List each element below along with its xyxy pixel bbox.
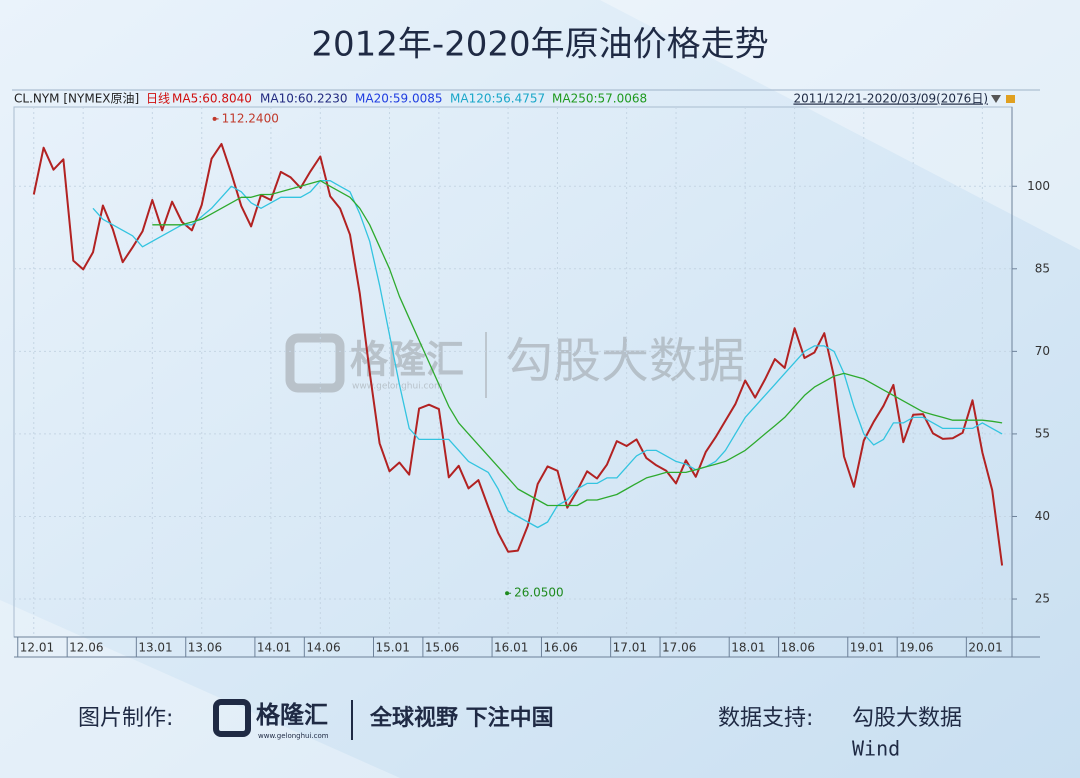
price-line bbox=[92, 180, 1003, 529]
header-ma: MA10:60.2230 bbox=[260, 92, 348, 106]
x-tick-label: 17.06 bbox=[662, 641, 696, 655]
decor bbox=[0, 600, 400, 778]
footer-made-by: 图片制作: bbox=[78, 706, 173, 731]
watermark-logo bbox=[285, 333, 345, 393]
y-tick-label: 70 bbox=[1035, 344, 1050, 358]
price-line bbox=[152, 180, 1003, 507]
x-tick-label: 15.06 bbox=[425, 641, 459, 655]
x-tick-label: 19.01 bbox=[850, 641, 884, 655]
footer-url: www.gelonghui.com bbox=[258, 732, 329, 740]
footer-brand: 格隆汇 bbox=[256, 701, 328, 729]
y-tick-label: 25 bbox=[1035, 592, 1050, 606]
x-tick-label: 13.06 bbox=[188, 641, 222, 655]
footer-slogan: 全球视野 下注中国 bbox=[369, 705, 554, 731]
dropdown-icon[interactable] bbox=[991, 95, 1001, 103]
footer-source-label: 数据支持: bbox=[718, 706, 813, 731]
x-tick-label: 20.01 bbox=[968, 641, 1002, 655]
watermark: 格隆汇 www.gelonghui.com 勾股大数据 bbox=[285, 332, 745, 398]
chart-title: 2012年-2020年原油价格走势 bbox=[311, 25, 768, 65]
x-tick-label: 17.01 bbox=[613, 641, 647, 655]
watermark-name: 勾股大数据 bbox=[505, 333, 745, 389]
x-tick-label: 14.01 bbox=[257, 641, 291, 655]
extreme-label: 26.0500 bbox=[514, 586, 564, 600]
x-tick-label: 13.01 bbox=[138, 641, 172, 655]
header-ma: MA250:57.0068 bbox=[552, 92, 647, 106]
x-tick-label: 12.06 bbox=[69, 641, 103, 655]
x-tick-label: 15.01 bbox=[375, 641, 409, 655]
y-tick-label: 40 bbox=[1035, 509, 1050, 523]
header-period: 日线 bbox=[146, 92, 170, 106]
extreme-point bbox=[505, 591, 510, 596]
plot-area: 25 40 55 70 85 100 12.01 12.06 13.01 13.06 14.01 14… bbox=[13, 106, 1050, 658]
header-ma: MA5:60.8040 bbox=[172, 92, 252, 106]
extreme-point bbox=[212, 116, 217, 121]
x-tick-label: 14.06 bbox=[306, 641, 340, 655]
footer-source: 勾股大数据 bbox=[852, 706, 962, 731]
header-ma: MA120:56.4757 bbox=[450, 92, 545, 106]
x-tick-label: 12.01 bbox=[20, 641, 54, 655]
header-range[interactable]: 2011/12/21-2020/03/09(2076日) bbox=[793, 92, 988, 106]
y-tick-label: 100 bbox=[1027, 179, 1050, 193]
x-tick-label: 16.06 bbox=[543, 641, 577, 655]
header-ma: MA20:59.0085 bbox=[355, 92, 443, 106]
y-tick-label: 85 bbox=[1035, 261, 1050, 275]
x-tick-label: 19.06 bbox=[899, 641, 933, 655]
lock-icon[interactable] bbox=[1006, 95, 1015, 103]
x-tick-label: 18.01 bbox=[731, 641, 765, 655]
decor bbox=[600, 0, 1080, 250]
footer-source: Wind bbox=[852, 737, 900, 761]
x-tick-label: 18.06 bbox=[781, 641, 815, 655]
y-tick-label: 55 bbox=[1035, 426, 1050, 440]
x-tick-label: 16.01 bbox=[494, 641, 528, 655]
header-symbol: CL.NYM [NYMEX原油] bbox=[14, 92, 139, 106]
watermark-url: www.gelonghui.com bbox=[352, 382, 443, 392]
footer-logo bbox=[213, 699, 251, 737]
extreme-label: 112.2400 bbox=[222, 111, 279, 125]
